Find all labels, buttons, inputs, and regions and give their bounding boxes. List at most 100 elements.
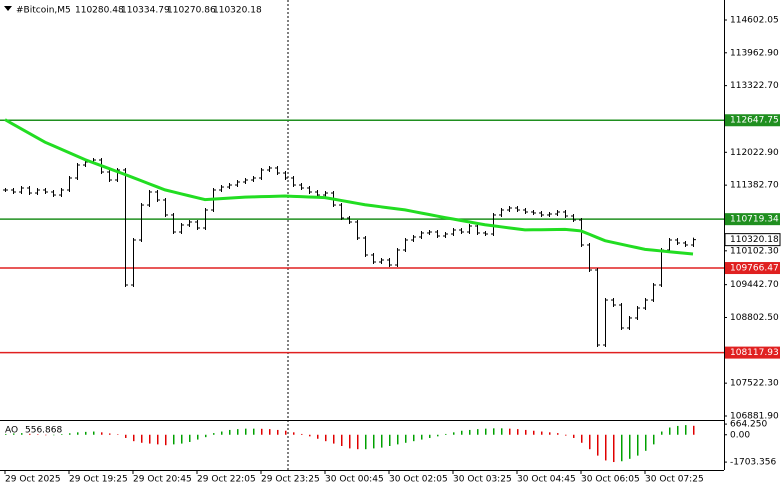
ao-bar xyxy=(525,429,527,435)
candle xyxy=(627,315,632,330)
x-tick-label: 29 Oct 19:25 xyxy=(69,475,128,485)
symbol-icon xyxy=(4,6,12,11)
candle xyxy=(195,220,200,231)
ao-bar xyxy=(237,429,239,435)
ao-bar xyxy=(453,432,455,435)
candle xyxy=(459,228,464,235)
ao-bar xyxy=(493,428,495,435)
candle xyxy=(235,179,240,188)
ao-bar xyxy=(541,431,543,435)
candle xyxy=(291,175,296,188)
x-tick-label: 29 Oct 23:25 xyxy=(261,475,320,485)
x-tick-label: 30 Oct 04:45 xyxy=(517,475,576,485)
ao-bar xyxy=(253,428,255,435)
ao-bar xyxy=(21,433,23,435)
y-tick-label: 111382.70 xyxy=(730,181,779,191)
level-label-box xyxy=(725,213,780,226)
candle xyxy=(371,252,376,265)
ao-bar xyxy=(389,434,391,446)
y-tick-label: 110102.30 xyxy=(730,246,779,256)
level-label-box xyxy=(725,114,780,127)
ao-bar xyxy=(637,434,639,456)
ao-bar xyxy=(325,434,327,442)
candle xyxy=(531,210,536,215)
y-tick-label: 113962.90 xyxy=(730,48,779,58)
y-tick-label: 114602.05 xyxy=(730,16,779,26)
y-tick-label: 108802.50 xyxy=(730,313,779,323)
ao-bar xyxy=(29,433,31,435)
indicator-value: 556.868 xyxy=(25,426,62,436)
candle xyxy=(179,222,184,235)
candle xyxy=(411,234,416,243)
indicator-tick-label: -1703.356 xyxy=(730,458,776,468)
ao-bar xyxy=(565,434,567,436)
indicator-name: AO xyxy=(5,426,18,436)
candle xyxy=(171,212,176,235)
ao-bar xyxy=(413,434,415,442)
candle xyxy=(395,248,400,267)
candle xyxy=(259,167,264,180)
candle xyxy=(387,258,392,267)
ao-bar xyxy=(53,434,55,436)
level-label-box xyxy=(725,346,780,359)
level-label: 110719.34 xyxy=(730,215,779,225)
ao-bar xyxy=(333,434,335,444)
ao-bar xyxy=(501,428,503,435)
ao-bar xyxy=(693,425,695,435)
x-tick-label: 29 Oct 22:05 xyxy=(197,475,256,485)
candle xyxy=(51,189,56,198)
candle xyxy=(587,242,592,273)
candle xyxy=(147,189,152,208)
ao-bar xyxy=(61,434,63,435)
candle xyxy=(67,175,72,192)
candle xyxy=(59,187,64,198)
candle xyxy=(363,236,368,257)
candle xyxy=(403,238,408,253)
ao-bar xyxy=(397,434,399,445)
y-tick-label: 106881.90 xyxy=(730,412,779,422)
ao-bar xyxy=(373,434,375,449)
y-tick-label: 107522.30 xyxy=(730,379,779,389)
ao-bar xyxy=(221,431,223,435)
ao-bar xyxy=(77,432,79,435)
ao-bar xyxy=(229,429,231,435)
candle xyxy=(163,197,168,217)
ao-bar xyxy=(461,430,463,435)
ao-bar xyxy=(189,434,191,442)
ao-bar xyxy=(45,434,47,436)
ao-bar xyxy=(677,425,679,435)
candle xyxy=(347,216,352,225)
candle xyxy=(27,185,32,196)
candle xyxy=(227,183,232,190)
ao-bar xyxy=(149,434,151,444)
candle xyxy=(523,208,528,215)
ao-bar xyxy=(213,433,215,435)
ao-bar xyxy=(301,433,303,435)
moving-average xyxy=(4,118,694,256)
candle xyxy=(483,230,488,237)
ao-bar xyxy=(173,434,175,445)
y-tick-label: 109442.70 xyxy=(730,280,779,290)
candle xyxy=(219,185,224,192)
ao-bar xyxy=(549,432,551,435)
x-tick-label: 29 Oct 2025 xyxy=(5,475,61,485)
candle xyxy=(251,175,256,182)
ao-bar xyxy=(309,434,311,437)
candle xyxy=(691,237,696,247)
candle xyxy=(267,165,272,172)
y-tick-label: 113322.70 xyxy=(730,81,779,91)
ao-bar xyxy=(365,434,367,450)
candle xyxy=(595,268,600,348)
candle xyxy=(107,169,112,182)
candle xyxy=(299,183,304,190)
level-label: 112647.75 xyxy=(730,116,779,126)
open-value: 110280.48 xyxy=(75,6,124,16)
low-value: 110270.86 xyxy=(167,6,216,16)
candle xyxy=(75,163,80,180)
price-label-box xyxy=(724,233,781,247)
candle xyxy=(467,224,472,235)
x-tick-label: 30 Oct 07:25 xyxy=(645,475,704,485)
ao-bar xyxy=(69,433,71,435)
ao-bar xyxy=(205,434,207,438)
